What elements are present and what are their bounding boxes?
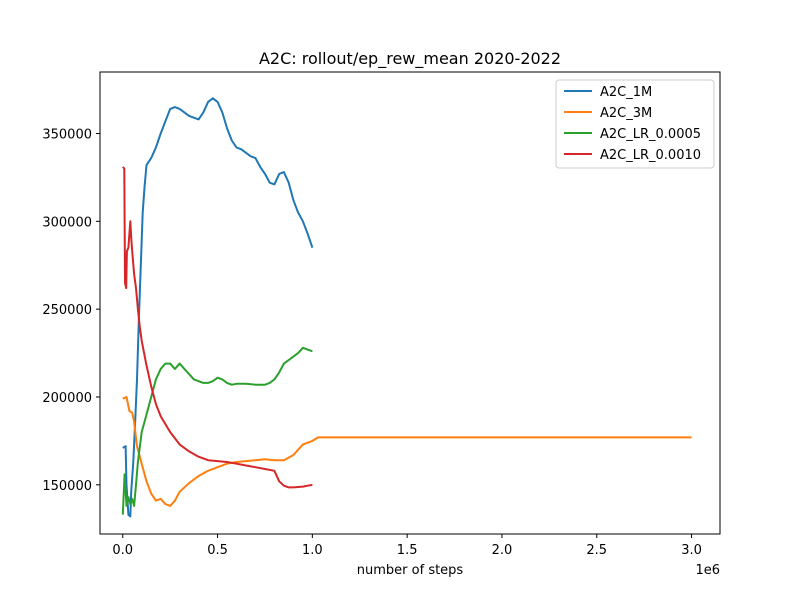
legend-label-0: A2C_1M <box>600 85 652 100</box>
x-tick-label: 1.5 <box>397 543 418 558</box>
legend-label-1: A2C_3M <box>600 106 652 121</box>
x-tick-label: 3.0 <box>681 543 702 558</box>
series-line-3 <box>122 166 313 489</box>
series-line-0 <box>122 97 314 518</box>
series-line-1 <box>122 396 692 507</box>
x-tick-label: 0.5 <box>207 543 228 558</box>
y-tick-label: 350000 <box>42 127 92 142</box>
x-axis-offset-label: 1e6 <box>695 563 720 578</box>
legend-label-3: A2C_LR_0.0010 <box>600 148 701 163</box>
y-tick-label: 200000 <box>42 391 92 406</box>
plot-area <box>121 97 692 518</box>
y-tick-label: 150000 <box>42 479 92 494</box>
x-axis: 0.0 0.5 1.0 1.5 2.0 2.5 3.0 <box>112 534 702 558</box>
legend: A2C_1M A2C_3M A2C_LR_0.0005 A2C_LR_0.0010 <box>555 79 715 169</box>
y-tick-label: 300000 <box>42 215 92 230</box>
x-tick-label: 2.5 <box>586 543 607 558</box>
legend-box <box>555 79 715 169</box>
x-tick-label: 1.0 <box>302 543 323 558</box>
x-tick-label: 0.0 <box>112 543 133 558</box>
x-axis-title: number of steps <box>357 563 464 578</box>
legend-label-2: A2C_LR_0.0005 <box>600 127 701 142</box>
y-tick-label: 250000 <box>42 303 92 318</box>
series-line-2 <box>121 346 313 515</box>
x-tick-label: 2.0 <box>492 543 513 558</box>
plot-frame <box>99 71 721 535</box>
chart-title: A2C: rollout/ep_rew_mean 2020-2022 <box>259 49 561 69</box>
y-axis: 150000 200000 250000 300000 350000 <box>42 127 100 494</box>
